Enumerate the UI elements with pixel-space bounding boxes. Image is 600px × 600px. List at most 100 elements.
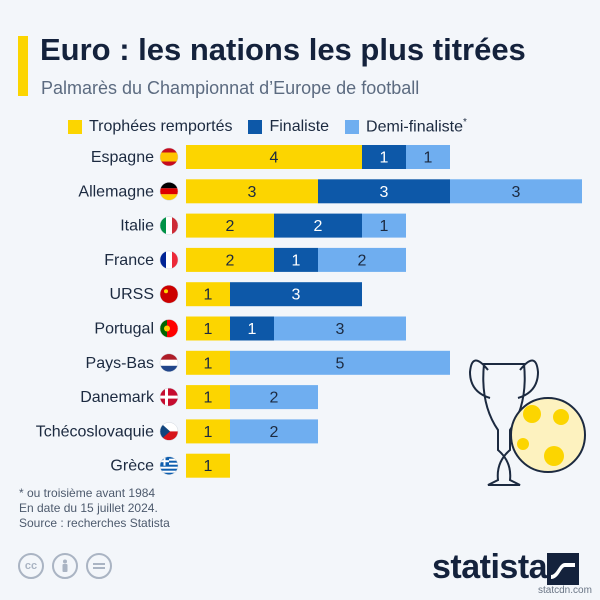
note-source: Source : recherches Statista [19, 516, 170, 530]
notes: * ou troisième avant 1984 En date du 15 … [19, 486, 170, 531]
data-label: 3 [512, 184, 521, 201]
bar-segment [274, 213, 362, 238]
bar-segment [186, 453, 230, 478]
legend-item-semifinalist: Demi-finaliste* [345, 117, 467, 136]
bar-segment [362, 145, 406, 169]
equals-icon[interactable] [86, 553, 112, 579]
data-label: 1 [204, 287, 213, 304]
data-label: 1 [204, 390, 213, 407]
data-label: 1 [380, 218, 389, 235]
czechoslovakia-flag [159, 422, 179, 441]
title-accent-bar [18, 36, 28, 96]
note-footnote: * ou troisième avant 1984 [19, 486, 156, 500]
bar-segment [318, 247, 406, 272]
bar-segment [186, 179, 318, 204]
category-label: Allemagne [78, 183, 154, 200]
bar-segment [230, 385, 318, 410]
spain-flag [159, 147, 179, 167]
legend: Trophées remportés Finaliste Demi-finali… [68, 117, 483, 137]
legend-label-semifinalist-wrap: Demi-finaliste* [366, 117, 467, 136]
trophy-ball-illustration [468, 359, 586, 486]
watermark: statcdn.com [538, 585, 592, 596]
chart-subtitle: Palmarès du Championnat d’Europe de foot… [41, 78, 420, 98]
legend-asterisk: * [462, 117, 467, 129]
data-label: 5 [336, 355, 345, 372]
data-label: 2 [314, 218, 323, 235]
football-patch [517, 438, 529, 450]
cc-icon[interactable]: cc [18, 553, 44, 579]
bar-segment [230, 419, 318, 444]
netherlands-flag [159, 353, 179, 373]
bar-segment [230, 350, 450, 375]
bar-segment [186, 385, 230, 410]
bar-segment [450, 179, 582, 204]
italy-flag [159, 216, 179, 235]
note-date: En date du 15 juillet 2024. [19, 501, 158, 515]
data-label: 1 [380, 150, 389, 167]
data-label: 1 [424, 150, 433, 167]
category-label: Pays-Bas [86, 355, 154, 372]
attribution-icon[interactable] [52, 553, 78, 579]
bar-segment [274, 247, 318, 272]
chart-title: Euro : les nations les plus titrées [40, 32, 526, 67]
legend-swatch-semifinalist [345, 119, 360, 134]
data-label: 1 [292, 252, 301, 269]
greece-flag [159, 456, 179, 475]
bar-segment [186, 350, 230, 375]
denmark-flag [159, 387, 179, 407]
france-flag [159, 250, 179, 270]
category-label: Grèce [110, 458, 154, 475]
category-label: URSS [110, 286, 154, 303]
data-label: 1 [248, 321, 257, 338]
legend-label-semifinalist: Demi-finaliste [366, 118, 463, 136]
legend-label-trophies: Trophées remportés [89, 118, 233, 135]
bar-segment [362, 213, 406, 238]
bar-segment [186, 213, 274, 238]
bar-segment [186, 247, 274, 272]
statista-logo-mark-icon [547, 553, 579, 585]
legend-item-trophies: Trophées remportés [68, 118, 232, 136]
bar-segment [230, 282, 362, 307]
data-label: 2 [226, 252, 235, 269]
legend-label-finalist: Finaliste [269, 118, 330, 135]
data-label: 1 [204, 355, 213, 372]
data-label: 2 [270, 424, 279, 441]
data-label: 2 [270, 390, 279, 407]
license-icons: cc [18, 553, 120, 579]
bar-segment [186, 316, 230, 341]
category-label: Danemark [80, 389, 155, 406]
bar-segment [230, 316, 274, 341]
category-label: Portugal [94, 321, 154, 338]
data-label: 3 [380, 184, 389, 201]
statista-logo[interactable]: statista [432, 548, 548, 586]
data-label: 1 [204, 458, 213, 475]
legend-swatch-finalist [248, 120, 263, 134]
football-patch [553, 409, 569, 425]
bar-segment [318, 179, 450, 204]
germany-flag [159, 182, 179, 201]
bar-segment [274, 316, 406, 341]
legend-swatch-trophies [68, 120, 82, 134]
category-label: Italie [120, 218, 154, 235]
football-patch [544, 446, 564, 466]
data-label: 1 [204, 321, 213, 338]
data-label: 3 [336, 321, 345, 338]
data-label: 2 [358, 252, 367, 269]
legend-item-finalist: Finaliste [248, 118, 329, 136]
ussr-flag [159, 284, 179, 304]
data-label: 1 [204, 424, 213, 441]
data-label: 4 [270, 150, 279, 167]
data-label: 3 [292, 287, 301, 304]
bar-segment [186, 419, 230, 444]
football-patch [523, 405, 541, 423]
bar-segment [186, 282, 230, 307]
category-label: France [104, 252, 154, 269]
category-label: Tchécoslovaquie [36, 423, 154, 440]
bar-segment [406, 145, 450, 169]
portugal-flag [159, 319, 179, 338]
category-label: Espagne [91, 149, 154, 166]
data-label: 3 [248, 184, 257, 201]
data-label: 2 [226, 218, 235, 235]
bar-segment [186, 145, 362, 169]
